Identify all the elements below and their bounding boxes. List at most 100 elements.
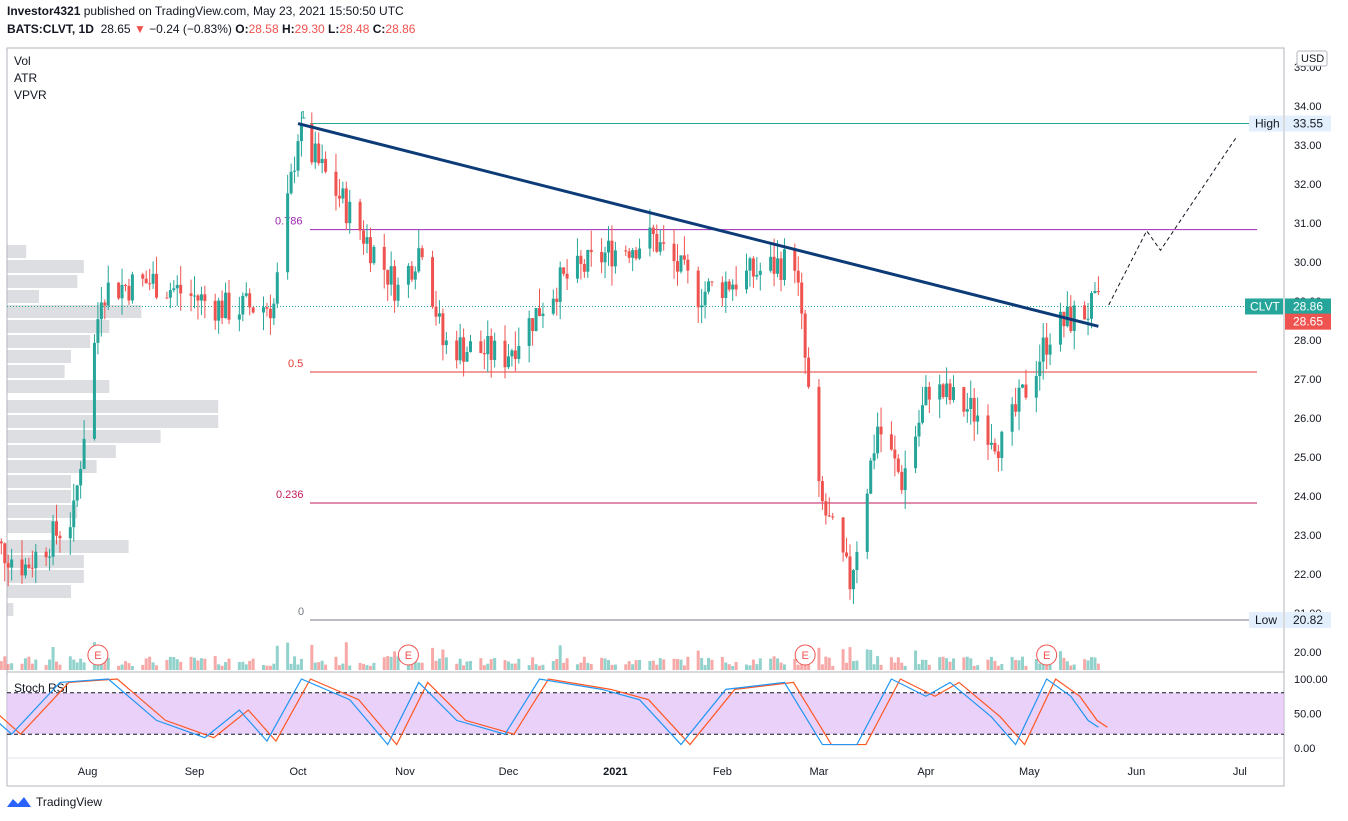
candle-body [989, 442, 993, 445]
candle [444, 332, 448, 355]
candle-body [513, 350, 517, 359]
volume-bar [482, 665, 486, 670]
volume-bar [1090, 657, 1093, 670]
publisher-name[interactable]: Investor4321 [7, 4, 81, 18]
candle-body [120, 284, 124, 299]
volume-bar [296, 664, 300, 670]
candle-body [155, 273, 159, 298]
candle-body [510, 350, 514, 357]
volume-bar [586, 662, 590, 670]
earnings-circle [794, 644, 816, 666]
candle-body [220, 300, 224, 319]
candle-body [44, 551, 48, 558]
volume-bar [924, 659, 928, 670]
candle [924, 375, 928, 406]
volume-bar [517, 658, 521, 670]
volume-bar [362, 663, 366, 670]
candle [927, 381, 931, 413]
candle [751, 256, 755, 288]
x-tick-label: Jun [1127, 766, 1145, 778]
candle [917, 409, 921, 447]
candle [34, 543, 38, 583]
candle-body [469, 341, 472, 353]
earnings-circle [1036, 644, 1058, 666]
candle [724, 271, 728, 313]
candle-body [551, 298, 555, 314]
low-price-tag: Low 20.82 [1249, 612, 1331, 629]
vpvr-bar [7, 570, 84, 583]
candle-body [23, 564, 27, 576]
low-label: L: [328, 22, 340, 36]
volume-bar [627, 661, 631, 670]
low-price-tag-value-box [1285, 612, 1331, 629]
candle-body [952, 387, 955, 400]
candle-body [613, 250, 617, 267]
candle [317, 132, 321, 166]
volume-bar [455, 663, 459, 670]
candle-body [262, 307, 265, 313]
candle-body [324, 158, 328, 172]
candle [603, 246, 607, 279]
publish-info: Investor4321 published on TradingView.co… [7, 4, 404, 18]
candle [175, 275, 179, 306]
candle [989, 424, 993, 450]
currency-box [1296, 50, 1328, 67]
volume-bar [848, 647, 852, 670]
candle-body [672, 243, 676, 262]
candle [869, 457, 873, 495]
candle [1014, 387, 1018, 417]
volume-bar [876, 656, 880, 670]
volume-bar [434, 660, 438, 670]
candle [148, 268, 152, 291]
candle-body [431, 257, 435, 307]
candle [938, 374, 942, 419]
volume-bar [6, 664, 10, 670]
symbol-value-box [1285, 298, 1331, 315]
symbol-price-tag: CLVT 28.86 [1245, 298, 1331, 315]
candle-body [727, 281, 731, 290]
volume-bar [658, 658, 662, 670]
candle [310, 112, 314, 165]
candle-body [972, 397, 976, 422]
candle-body [82, 438, 86, 469]
candle-body [1083, 305, 1087, 320]
candle [396, 277, 400, 307]
candle [213, 293, 217, 330]
volume-bar [820, 664, 824, 670]
indicator-vol[interactable]: Vol [14, 54, 31, 68]
volume-bar [320, 660, 324, 670]
candle-body [869, 460, 873, 494]
volume-bar [310, 644, 314, 670]
candle [555, 287, 559, 316]
volume-bar [344, 642, 348, 670]
candle [1072, 300, 1076, 350]
candle [324, 151, 328, 174]
candle-body [748, 258, 752, 271]
candle-body [337, 195, 341, 199]
candle [1062, 311, 1066, 338]
volume-bar [1093, 657, 1097, 670]
volume-bar [372, 662, 376, 670]
candle-body [179, 284, 183, 294]
candle [1065, 291, 1069, 328]
volume-bar [358, 662, 362, 670]
candle-body [444, 340, 448, 346]
candle-body [1045, 337, 1049, 355]
fib-level-label: 0.236 [276, 489, 304, 501]
volume-bar [952, 658, 955, 670]
candle-body [268, 308, 272, 319]
indicator-atr[interactable]: ATR [14, 71, 38, 85]
volume-bar [10, 663, 14, 670]
candle [541, 302, 545, 328]
candle-body [103, 302, 107, 306]
tradingview-footer[interactable]: TradingView [6, 795, 102, 809]
candle [672, 229, 676, 279]
candle-body [538, 308, 541, 317]
candle [506, 344, 510, 369]
candle [68, 512, 72, 556]
candle-body [193, 295, 196, 297]
candle-body [1021, 384, 1024, 388]
volume-bar [96, 661, 100, 670]
indicator-vpvr[interactable]: VPVR [14, 88, 47, 102]
